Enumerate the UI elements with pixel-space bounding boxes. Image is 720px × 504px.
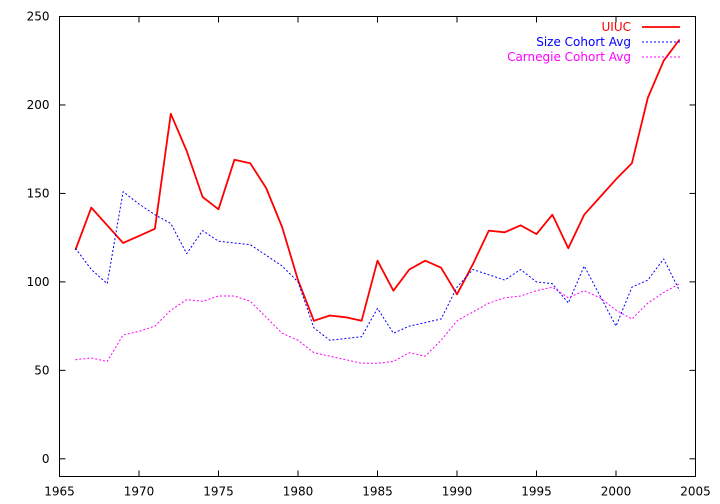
x-tick-label: 1965 — [44, 485, 75, 499]
y-tick-label: 250 — [27, 10, 50, 24]
series-line-uiuc — [74, 38, 681, 322]
y-tick-label: 200 — [27, 98, 50, 112]
series-group — [74, 38, 681, 364]
y-tick-label: 0 — [42, 452, 50, 466]
x-tick-label: 1975 — [203, 485, 234, 499]
y-axis: 0 50 100 150 200 250 — [27, 10, 696, 466]
x-tick-label: 1990 — [442, 485, 473, 499]
x-tick-label: 1980 — [283, 485, 314, 499]
series-line-size-cohort-avg — [75, 191, 681, 341]
y-tick-label: 150 — [27, 186, 50, 200]
x-tick-label: 1995 — [521, 485, 552, 499]
y-tick-label: 50 — [34, 363, 49, 377]
legend-label-size-cohort-avg: Size Cohort Avg — [536, 35, 631, 49]
legend-label-uiuc: UIUC — [602, 20, 631, 34]
series-line-carnegie-cohort-avg — [75, 283, 680, 364]
y-tick-label: 100 — [27, 275, 50, 289]
legend-label-carnegie-cohort-avg: Carnegie Cohort Avg — [507, 50, 631, 64]
x-tick-label: 2005 — [680, 485, 711, 499]
x-tick-label: 2000 — [601, 485, 632, 499]
x-tick-label: 1970 — [124, 485, 155, 499]
x-tick-label: 1985 — [362, 485, 393, 499]
plot-frame — [59, 16, 696, 477]
x-axis: 1965 1970 1975 1980 1985 1990 1995 2000 2005 — [44, 16, 711, 499]
